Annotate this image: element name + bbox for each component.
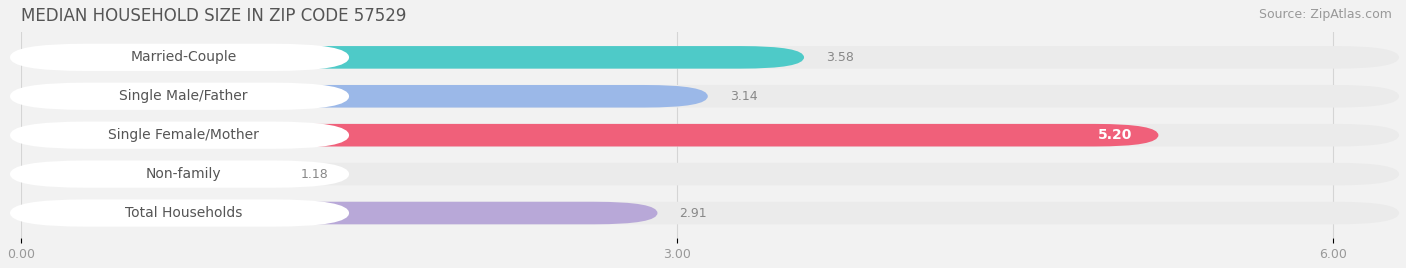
FancyBboxPatch shape [21,163,278,185]
FancyBboxPatch shape [21,163,1399,185]
Text: MEDIAN HOUSEHOLD SIZE IN ZIP CODE 57529: MEDIAN HOUSEHOLD SIZE IN ZIP CODE 57529 [21,7,406,25]
FancyBboxPatch shape [10,83,349,110]
FancyBboxPatch shape [10,199,349,227]
Text: 5.20: 5.20 [1098,128,1132,142]
Text: Single Female/Mother: Single Female/Mother [108,128,259,142]
Text: 1.18: 1.18 [301,168,329,181]
Text: Total Households: Total Households [125,206,242,220]
FancyBboxPatch shape [21,46,1399,69]
Text: Single Male/Father: Single Male/Father [120,89,247,103]
Text: Source: ZipAtlas.com: Source: ZipAtlas.com [1258,8,1392,21]
FancyBboxPatch shape [21,46,804,69]
FancyBboxPatch shape [21,124,1159,147]
FancyBboxPatch shape [10,122,349,149]
Text: 2.91: 2.91 [679,207,707,219]
Text: 3.14: 3.14 [730,90,758,103]
FancyBboxPatch shape [21,85,1399,107]
FancyBboxPatch shape [21,202,1399,224]
FancyBboxPatch shape [21,85,707,107]
FancyBboxPatch shape [10,44,349,71]
Text: Married-Couple: Married-Couple [131,50,236,64]
Text: 3.58: 3.58 [825,51,853,64]
FancyBboxPatch shape [21,202,658,224]
FancyBboxPatch shape [21,124,1399,147]
FancyBboxPatch shape [10,161,349,188]
Text: Non-family: Non-family [146,167,222,181]
